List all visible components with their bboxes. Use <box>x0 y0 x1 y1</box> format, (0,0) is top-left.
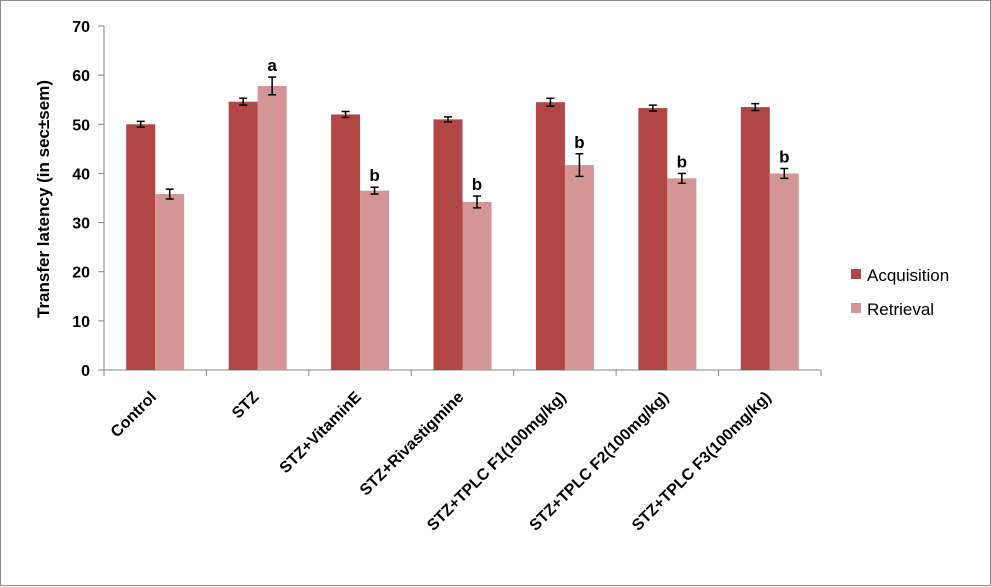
legend-label: Retrieval <box>867 300 934 319</box>
bar-retrieval <box>360 190 390 370</box>
legend-label: Acquisition <box>867 266 949 285</box>
bar-retrieval <box>769 173 799 370</box>
legend: Acquisition Retrieval <box>851 266 949 319</box>
bar-retrieval <box>155 194 185 370</box>
significance-label: b <box>472 175 482 194</box>
bar-retrieval <box>257 85 287 370</box>
y-tick-label: 60 <box>72 68 90 85</box>
y-axis: 0 10 20 30 40 50 60 70 <box>72 19 105 380</box>
bar-acquisition <box>126 124 156 371</box>
y-tick-label: 50 <box>72 117 90 134</box>
significance-label: b <box>574 133 584 152</box>
significance-labels: a b b b b b <box>267 56 789 194</box>
significance-label: b <box>677 152 687 171</box>
y-tick-label: 30 <box>72 216 90 233</box>
y-axis-title: Transfer latency (in sec±sem) <box>34 80 53 318</box>
bar-retrieval <box>462 201 492 370</box>
category-label: STZ+VitaminE <box>277 389 365 477</box>
y-tick-label: 70 <box>72 19 90 36</box>
significance-label: a <box>267 56 277 75</box>
legend-swatch-acquisition <box>851 269 861 279</box>
significance-label: b <box>369 166 379 185</box>
bar-acquisition <box>535 102 565 371</box>
bar-acquisition <box>433 119 463 370</box>
y-tick-label: 10 <box>72 314 90 331</box>
category-label: STZ+Rivastigmine <box>357 389 467 499</box>
legend-swatch-retrieval <box>851 303 861 313</box>
error-bars <box>136 76 789 209</box>
bar-acquisition <box>331 114 361 370</box>
bar-acquisition <box>228 101 258 371</box>
bar-acquisition <box>638 108 668 370</box>
category-labels: Control STZ STZ+VitaminESTZ+RivastigmineST… <box>108 389 775 535</box>
y-tick-label: 40 <box>72 166 90 183</box>
y-tick-label: 20 <box>72 265 90 282</box>
y-tick-label: 0 <box>81 363 90 380</box>
x-axis <box>103 369 822 376</box>
bar-acquisition <box>740 107 770 370</box>
bar-retrieval <box>667 178 697 370</box>
significance-label: b <box>779 148 789 167</box>
bar-retrieval <box>564 165 594 370</box>
category-label: STZ <box>229 389 263 423</box>
bar-series <box>126 85 799 371</box>
category-label: Control <box>108 389 160 441</box>
